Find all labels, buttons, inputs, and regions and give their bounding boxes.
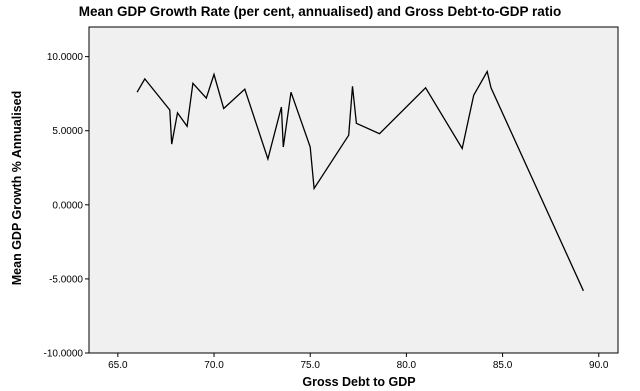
y-axis-label: Mean GDP Growth % Annualised [10,91,24,285]
x-tick-label: 85.0 [493,360,513,371]
x-tick-label: 75.0 [300,360,320,371]
x-tick-label: 70.0 [204,360,224,371]
y-tick-label: 0.0000 [52,200,83,211]
x-tick-label: 65.0 [108,360,128,371]
y-axis-ticks: 10.0000 5.0000 0.0000 -5.0000 -10.0000 [44,52,89,360]
y-tick-label: -10.0000 [44,349,84,360]
x-tick-label: 80.0 [397,360,417,371]
y-tick-label: 5.0000 [52,126,83,137]
y-tick-label: -5.0000 [49,274,83,285]
x-axis-ticks: 65.0 70.0 75.0 80.0 85.0 90.0 [108,353,609,371]
plot-area [88,26,619,354]
y-tick-label: 10.0000 [47,52,84,63]
chart-title: Mean GDP Growth Rate (per cent, annualis… [79,4,562,19]
data-series-line [136,69,584,292]
x-axis-label: Gross Debt to GDP [302,375,415,389]
x-tick-label: 90.0 [589,360,609,371]
